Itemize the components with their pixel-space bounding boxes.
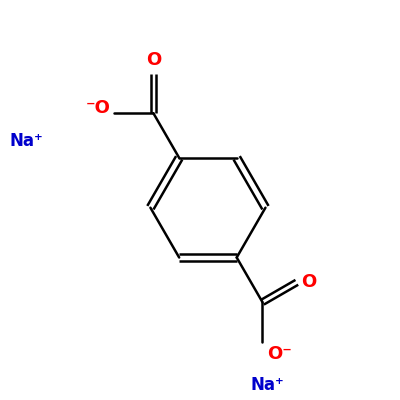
Text: O: O (302, 273, 317, 291)
Text: Na⁺: Na⁺ (250, 376, 284, 394)
Text: O: O (146, 51, 161, 69)
Text: O⁻: O⁻ (267, 345, 292, 363)
Text: Na⁺: Na⁺ (10, 132, 43, 150)
Text: ⁻O: ⁻O (86, 100, 110, 118)
